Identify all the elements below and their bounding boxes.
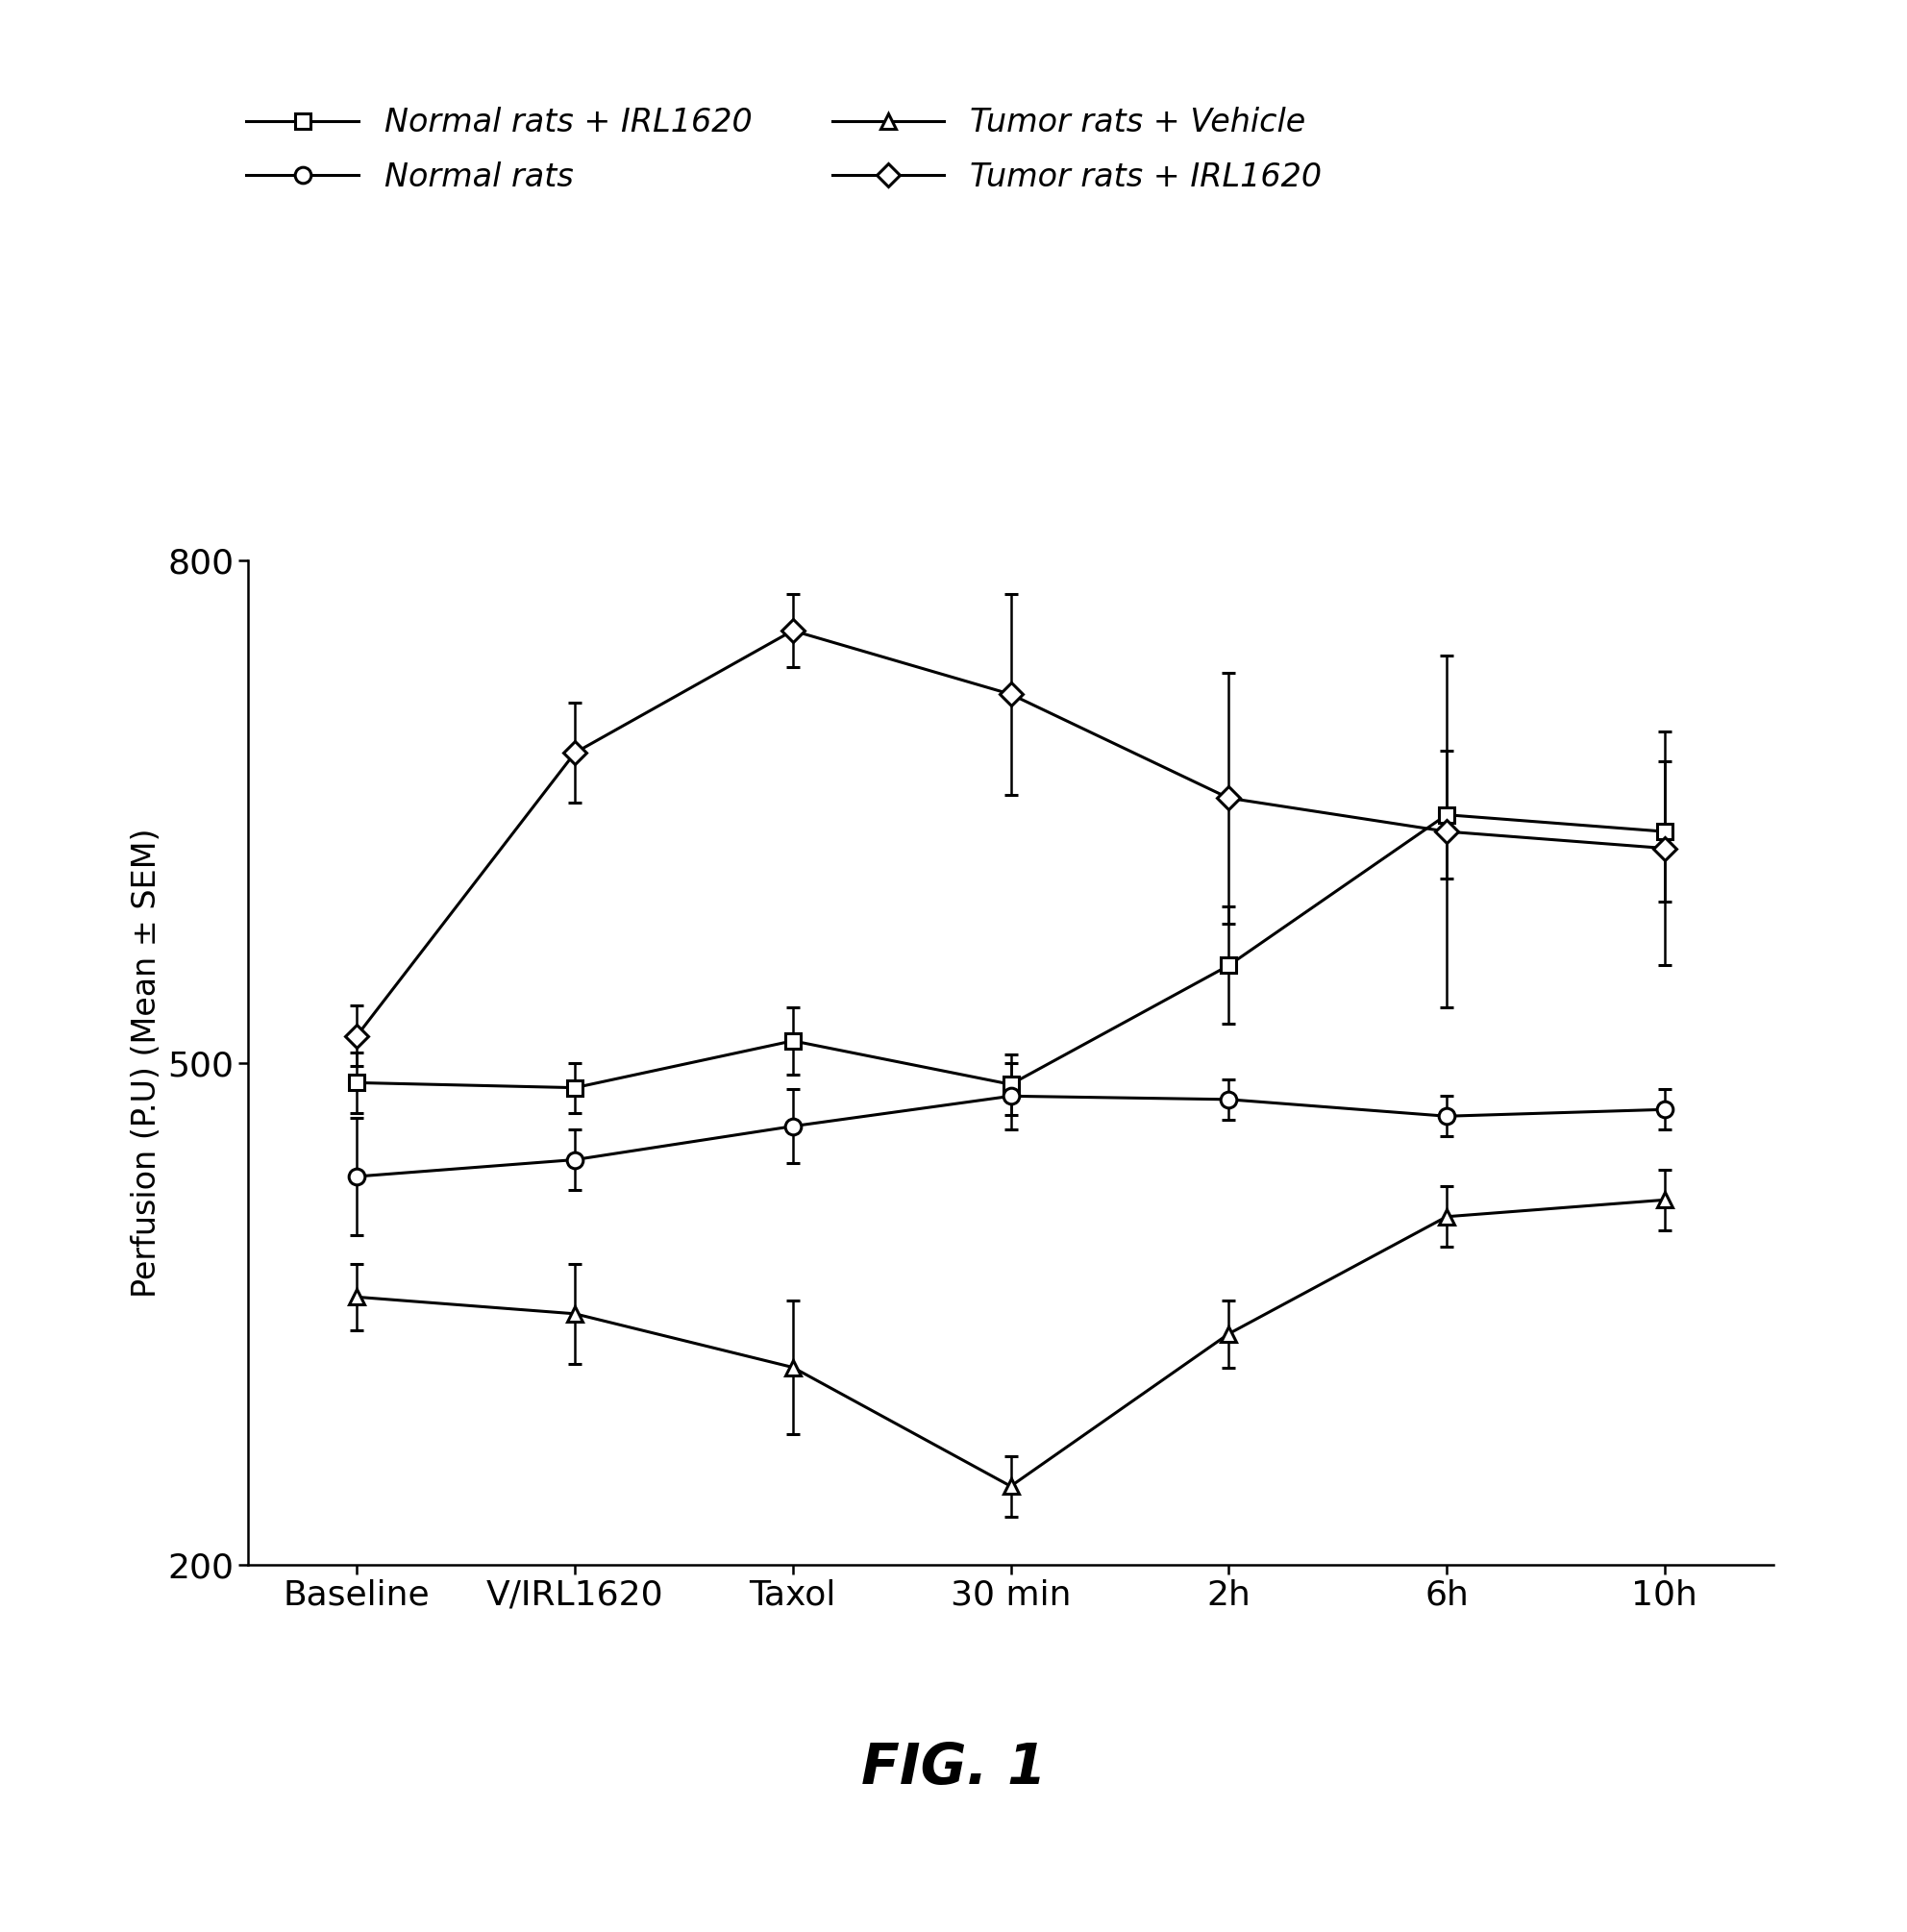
Y-axis label: Perfusion (P.U) (Mean ± SEM): Perfusion (P.U) (Mean ± SEM) <box>130 827 162 1298</box>
Legend: Normal rats + IRL1620, Normal rats, Tumor rats + Vehicle, Tumor rats + IRL1620: Normal rats + IRL1620, Normal rats, Tumo… <box>233 95 1335 205</box>
Text: FIG. 1: FIG. 1 <box>860 1741 1047 1795</box>
